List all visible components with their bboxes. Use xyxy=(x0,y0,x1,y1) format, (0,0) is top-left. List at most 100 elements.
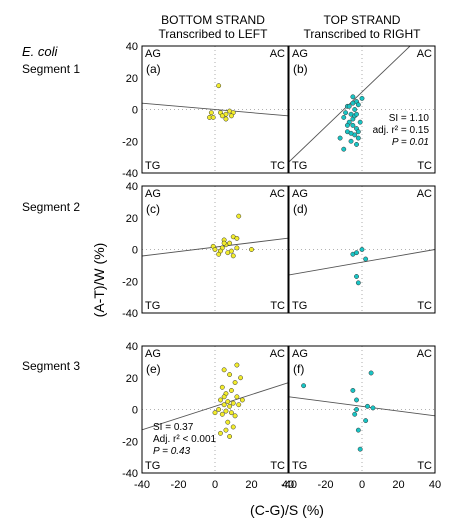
data-point xyxy=(363,418,369,424)
data-point xyxy=(227,372,233,378)
data-point xyxy=(223,116,229,122)
corner-label-tr: AC xyxy=(270,348,285,360)
y-tick-label: 20 xyxy=(126,373,138,385)
panel-letter: (b) xyxy=(293,62,308,76)
data-point xyxy=(368,370,374,376)
data-point xyxy=(230,253,236,259)
panel-letter: (d) xyxy=(293,202,308,216)
data-point xyxy=(348,130,354,136)
corner-label-bl: TG xyxy=(145,160,160,172)
panel-a: AG AC TG TC (a) 40 20 0 -20 -40 xyxy=(122,41,289,180)
data-point xyxy=(355,135,361,141)
panel-letter: (f) xyxy=(293,362,304,376)
data-point xyxy=(218,430,223,436)
data-point xyxy=(355,102,361,108)
corner-label-bl: TG xyxy=(292,460,307,472)
data-point xyxy=(355,427,361,433)
stats-annotation: P = 0.43 xyxy=(153,446,191,457)
x-tick-label: -40 xyxy=(281,479,297,491)
data-point xyxy=(354,141,359,147)
data-point xyxy=(357,446,363,452)
stats-annotation: SI = 0.37 xyxy=(153,422,194,433)
data-point xyxy=(355,129,361,135)
data-point xyxy=(223,427,229,433)
y-tick-label: 20 xyxy=(126,73,138,85)
x-tick-label: -20 xyxy=(171,479,187,491)
panel-frame xyxy=(288,345,436,474)
panel-frame xyxy=(141,45,289,174)
data-point xyxy=(350,94,356,100)
segment-2-label: Segment 2 xyxy=(22,200,80,214)
data-point xyxy=(234,362,240,368)
data-point xyxy=(344,122,350,128)
data-point xyxy=(249,247,254,252)
y-tick-label: 20 xyxy=(126,213,138,225)
corner-label-br: TC xyxy=(270,160,285,172)
panel-letter: (e) xyxy=(146,362,161,376)
y-tick-label: -40 xyxy=(122,168,138,180)
corner-label-tl: AG xyxy=(292,188,308,200)
x-tick-label: 20 xyxy=(392,479,404,491)
y-tick-label: 40 xyxy=(126,41,138,53)
bottom-strand-title: BOTTOM STRAND xyxy=(161,13,265,27)
y-tick-label: 40 xyxy=(126,181,138,193)
data-point xyxy=(355,280,361,286)
data-point xyxy=(228,410,234,416)
data-point xyxy=(350,122,356,128)
corner-label-br: TC xyxy=(270,300,285,312)
y-tick-label: -40 xyxy=(122,468,138,480)
data-point xyxy=(228,248,234,254)
data-point xyxy=(216,251,222,257)
data-point xyxy=(225,419,231,425)
corner-label-br: TC xyxy=(417,300,432,312)
data-point xyxy=(219,411,225,417)
x-axis-label: (C-G)/S (%) xyxy=(250,502,324,518)
data-point xyxy=(216,83,222,89)
top-strand-title: TOP STRAND xyxy=(324,13,401,27)
data-point xyxy=(234,235,240,241)
data-point xyxy=(346,103,352,109)
corner-label-br: TC xyxy=(270,460,285,472)
data-point xyxy=(234,394,240,400)
corner-label-tl: AG xyxy=(292,348,308,360)
data-point xyxy=(359,247,365,252)
data-point xyxy=(350,388,356,393)
y-tick-label: 40 xyxy=(126,341,138,353)
corner-label-tl: AG xyxy=(292,48,308,60)
data-point xyxy=(232,413,238,419)
corner-label-tr: AC xyxy=(417,188,432,200)
data-point xyxy=(301,383,307,389)
data-point xyxy=(350,100,356,106)
data-point xyxy=(348,138,354,144)
corner-label-tr: AC xyxy=(417,348,432,360)
stats-annotation: P = 0.01 xyxy=(392,137,429,148)
y-tick-label: -20 xyxy=(122,276,138,288)
bottom-strand-subtitle: Transcribed to LEFT xyxy=(159,27,269,41)
data-point xyxy=(363,256,369,262)
data-point xyxy=(354,407,359,412)
data-point xyxy=(354,397,359,403)
panels: AG AC TG TC (a) 40 20 0 -20 -40 AG AC TG TC (b) SI = 1.… xyxy=(122,41,441,491)
panel-frame xyxy=(141,185,289,314)
panel-f: AG AC TG TC (f) -40 -20 0 20 40 xyxy=(281,345,441,491)
data-point xyxy=(370,405,376,411)
y-tick-label: -20 xyxy=(122,136,138,148)
data-point xyxy=(337,135,343,141)
x-tick-label: 20 xyxy=(245,479,257,491)
y-tick-label: 0 xyxy=(132,405,138,417)
regression-line xyxy=(289,46,411,163)
regression-line xyxy=(142,382,288,431)
y-tick-label: 0 xyxy=(132,105,138,117)
data-point xyxy=(343,110,349,116)
corner-label-tl: AG xyxy=(145,48,161,60)
segment-1-label: Segment 1 xyxy=(22,62,80,76)
x-tick-label: -40 xyxy=(134,479,150,491)
y-tick-label: 0 xyxy=(132,245,138,257)
corner-label-tr: AC xyxy=(270,188,285,200)
data-point xyxy=(216,407,222,412)
panel-c: AG AC TG TC (c) 40 20 0 -20 -40 xyxy=(122,181,289,320)
x-tick-label: 40 xyxy=(429,479,441,491)
data-point xyxy=(212,410,218,416)
